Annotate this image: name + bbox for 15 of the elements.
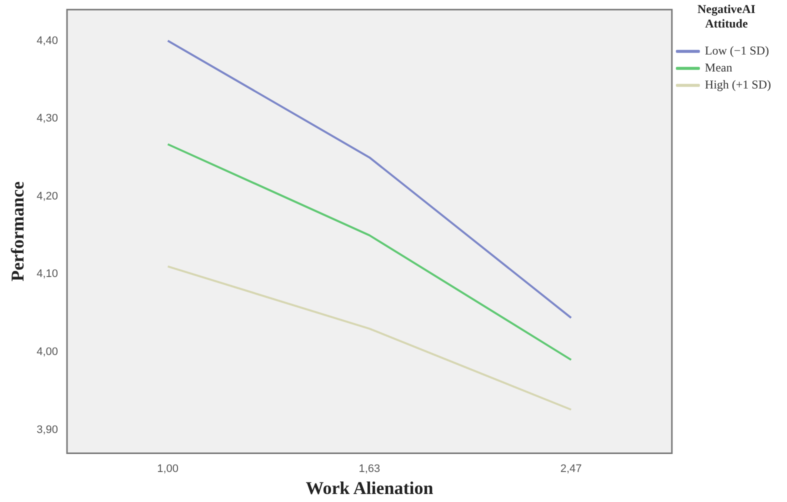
y-tick-label: 4,40 [36, 34, 58, 47]
x-axis-title: Work Alienation [306, 478, 434, 498]
x-tick-label: 1,63 [358, 462, 380, 475]
y-tick-label: 4,00 [36, 346, 58, 358]
y-tick-label: 3,90 [36, 424, 58, 436]
y-axis-title: Performance [7, 181, 28, 282]
x-tick-label: 2,47 [560, 462, 582, 475]
legend-label: Mean [704, 60, 732, 75]
x-tick-label: 1,00 [157, 462, 179, 475]
legend-label: Low (−1 SD) [704, 44, 770, 58]
y-tick-label: 4,20 [36, 190, 58, 202]
y-tick-label: 4,10 [36, 268, 58, 280]
legend-title: NegativeAI Attitude [697, 2, 756, 30]
legend-label: High (+1 SD) [704, 78, 772, 92]
y-tick-label: 4,30 [36, 112, 58, 125]
